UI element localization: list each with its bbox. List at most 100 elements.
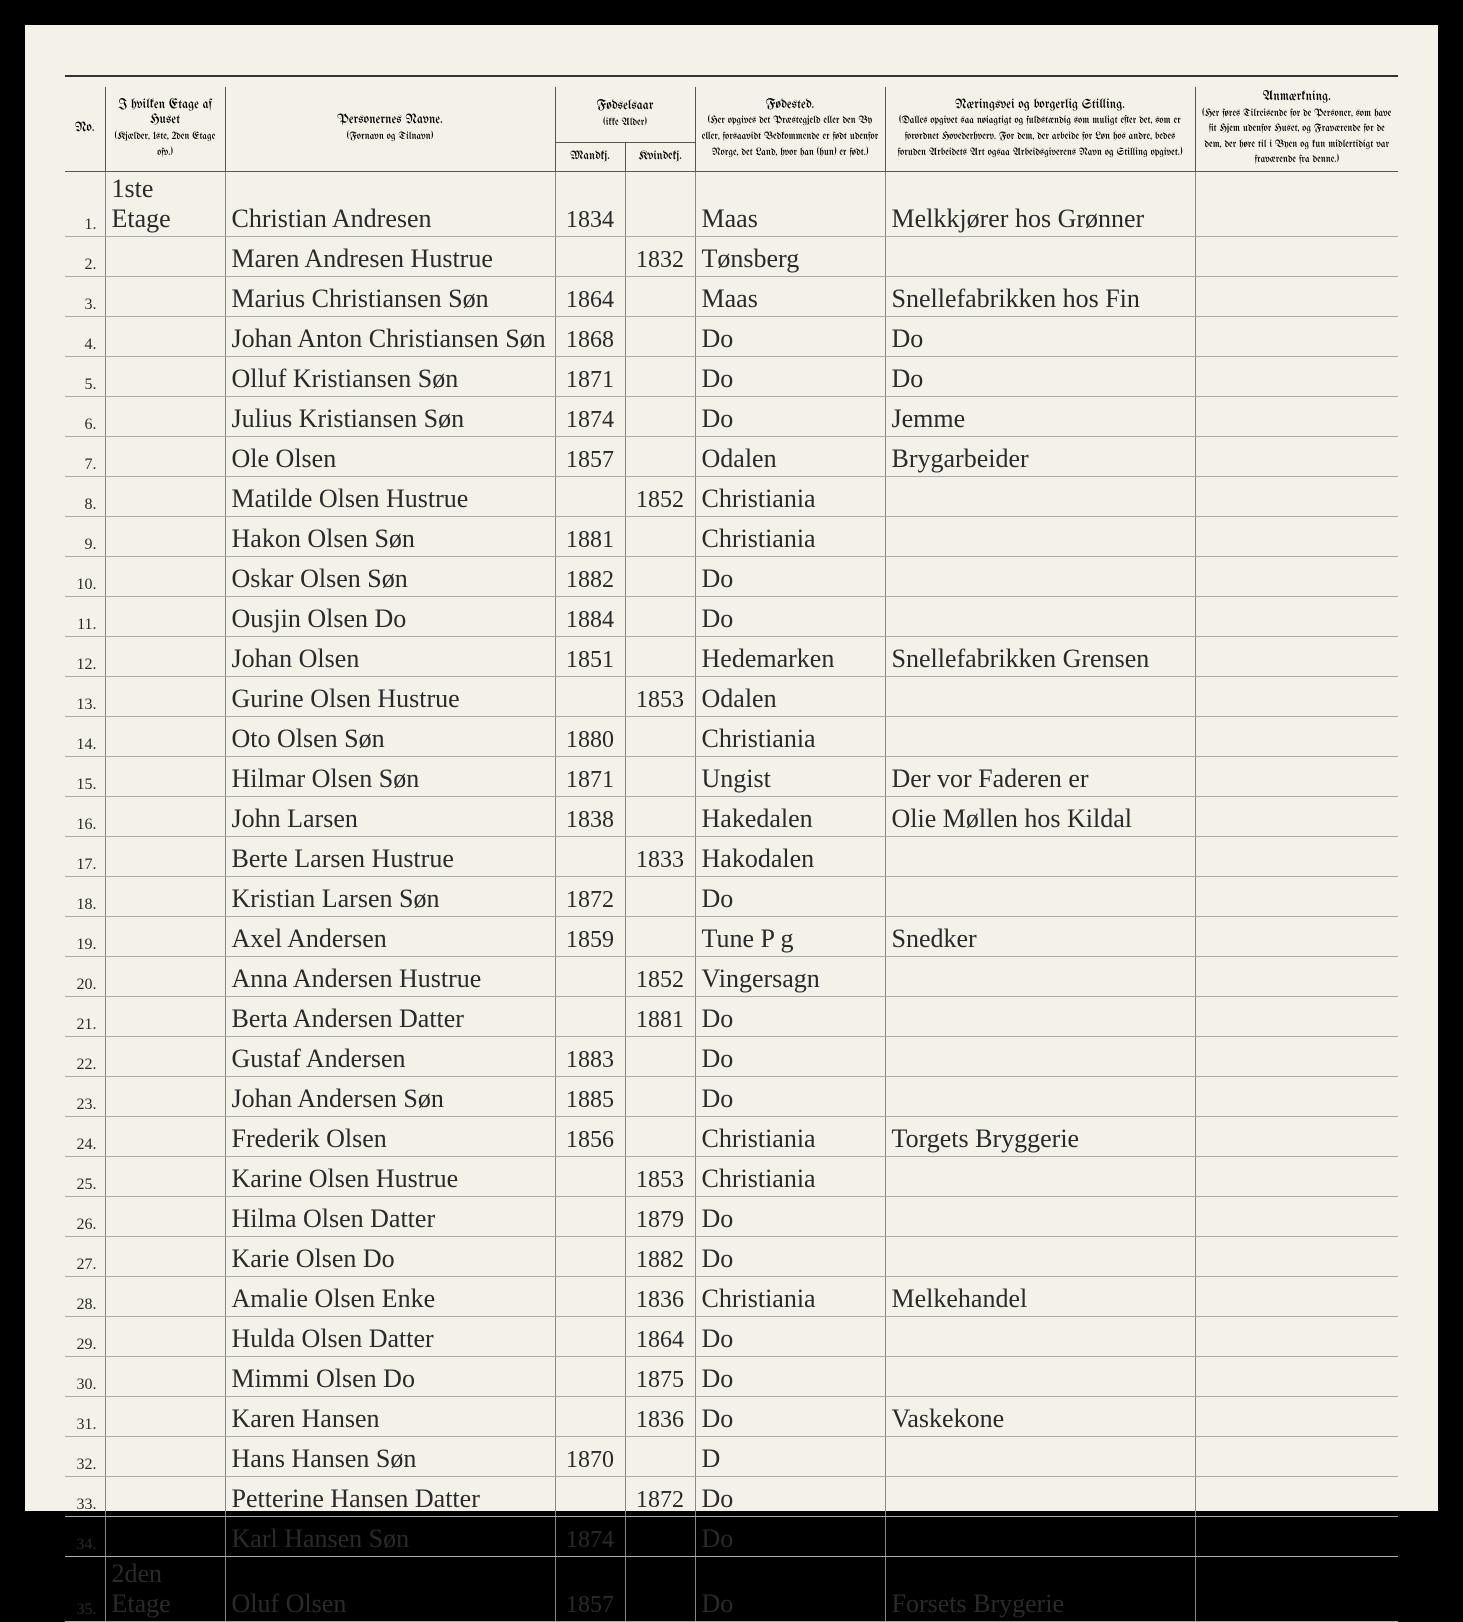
cell-year-male: 1838 [555, 796, 625, 836]
cell-no: 19. [65, 916, 105, 956]
cell-year-male: 1851 [555, 636, 625, 676]
cell-year-male [555, 236, 625, 276]
cell-occupation: Torgets Bryggerie [885, 1116, 1195, 1156]
cell-occupation: Do [885, 316, 1195, 356]
cell-remark [1195, 796, 1398, 836]
cell-no: 33. [65, 1476, 105, 1516]
col-occupation: Næringsvei og borgerlig Stilling. (Dalle… [885, 87, 1195, 171]
cell-occupation: Snellefabrikken hos Fin [885, 276, 1195, 316]
cell-occupation: Vaskekone [885, 1396, 1195, 1436]
cell-year-male: 1883 [555, 1036, 625, 1076]
cell-etage: 2den Etage [105, 1556, 225, 1621]
cell-birthplace: Do [695, 356, 885, 396]
cell-no: 21. [65, 996, 105, 1036]
cell-no: 18. [65, 876, 105, 916]
cell-year-male: 1872 [555, 876, 625, 916]
cell-name: Berte Larsen Hustrue [225, 836, 555, 876]
table-row: 10.Oskar Olsen Søn1882Do [65, 556, 1398, 596]
cell-etage [105, 236, 225, 276]
cell-year-female [625, 171, 695, 236]
cell-occupation [885, 516, 1195, 556]
cell-year-female: 1875 [625, 1356, 695, 1396]
cell-year-female: 1882 [625, 1236, 695, 1276]
cell-birthplace: Christiania [695, 1276, 885, 1316]
cell-birthplace: Christiania [695, 516, 885, 556]
cell-no: 15. [65, 756, 105, 796]
cell-occupation [885, 876, 1195, 916]
census-table: No. I hvilken Etage af Huset (Kjælder, 1… [65, 87, 1398, 1622]
cell-remark [1195, 676, 1398, 716]
cell-name: Ousjin Olsen Do [225, 596, 555, 636]
cell-no: 24. [65, 1116, 105, 1156]
cell-year-male: 1882 [555, 556, 625, 596]
col-female: Kvindekj. [625, 143, 695, 172]
cell-remark [1195, 1156, 1398, 1196]
cell-name: Berta Andersen Datter [225, 996, 555, 1036]
cell-year-male: 1864 [555, 276, 625, 316]
cell-etage [105, 1076, 225, 1116]
table-row: 17.Berte Larsen Hustrue1833Hakodalen [65, 836, 1398, 876]
table-row: 28.Amalie Olsen Enke1836ChristianiaMelke… [65, 1276, 1398, 1316]
table-row: 25.Karine Olsen Hustrue1853Christiania [65, 1156, 1398, 1196]
cell-birthplace: D [695, 1436, 885, 1476]
table-row: 3.Marius Christiansen Søn1864MaasSnellef… [65, 276, 1398, 316]
cell-year-female [625, 316, 695, 356]
cell-etage [105, 956, 225, 996]
cell-year-male [555, 1196, 625, 1236]
cell-name: Marius Christiansen Søn [225, 276, 555, 316]
cell-birthplace: Christiania [695, 476, 885, 516]
cell-remark [1195, 836, 1398, 876]
cell-occupation [885, 1316, 1195, 1356]
cell-year-female: 1832 [625, 236, 695, 276]
cell-year-female [625, 356, 695, 396]
cell-occupation [885, 236, 1195, 276]
cell-etage [105, 876, 225, 916]
cell-etage [105, 916, 225, 956]
cell-etage [105, 556, 225, 596]
cell-birthplace: Christiania [695, 1156, 885, 1196]
cell-remark [1195, 956, 1398, 996]
table-row: 2.Maren Andresen Hustrue1832Tønsberg [65, 236, 1398, 276]
cell-year-male: 1881 [555, 516, 625, 556]
cell-year-male [555, 1236, 625, 1276]
cell-occupation: Jemme [885, 396, 1195, 436]
table-row: 24.Frederik Olsen1856ChristianiaTorgets … [65, 1116, 1398, 1156]
cell-remark [1195, 1076, 1398, 1116]
cell-year-male [555, 1156, 625, 1196]
cell-name: Oto Olsen Søn [225, 716, 555, 756]
cell-year-female: 1881 [625, 996, 695, 1036]
cell-occupation [885, 996, 1195, 1036]
cell-occupation [885, 716, 1195, 756]
cell-no: 28. [65, 1276, 105, 1316]
cell-year-female: 1864 [625, 1316, 695, 1356]
cell-no: 8. [65, 476, 105, 516]
cell-occupation: Snellefabrikken Grensen [885, 636, 1195, 676]
cell-occupation: Der vor Faderen er [885, 756, 1195, 796]
cell-year-female [625, 596, 695, 636]
cell-etage [105, 716, 225, 756]
cell-etage [105, 356, 225, 396]
cell-year-male: 1871 [555, 356, 625, 396]
table-row: 4.Johan Anton Christiansen Søn1868DoDo [65, 316, 1398, 356]
table-row: 34.Karl Hansen Søn1874Do [65, 1516, 1398, 1556]
cell-year-female: 1853 [625, 1156, 695, 1196]
cell-birthplace: Odalen [695, 676, 885, 716]
cell-year-male: 1868 [555, 316, 625, 356]
cell-year-male [555, 836, 625, 876]
cell-occupation [885, 1196, 1195, 1236]
table-row: 32.Hans Hansen Søn1870D [65, 1436, 1398, 1476]
table-row: 18.Kristian Larsen Søn1872Do [65, 876, 1398, 916]
cell-etage [105, 676, 225, 716]
cell-etage [105, 1516, 225, 1556]
cell-etage [105, 1236, 225, 1276]
cell-no: 1. [65, 171, 105, 236]
cell-etage [105, 756, 225, 796]
table-header: No. I hvilken Etage af Huset (Kjælder, 1… [65, 87, 1398, 171]
cell-name: Karen Hansen [225, 1396, 555, 1436]
cell-year-male: 1856 [555, 1116, 625, 1156]
cell-no: 32. [65, 1436, 105, 1476]
cell-year-female [625, 1116, 695, 1156]
cell-name: John Larsen [225, 796, 555, 836]
cell-name: Amalie Olsen Enke [225, 1276, 555, 1316]
cell-etage [105, 316, 225, 356]
